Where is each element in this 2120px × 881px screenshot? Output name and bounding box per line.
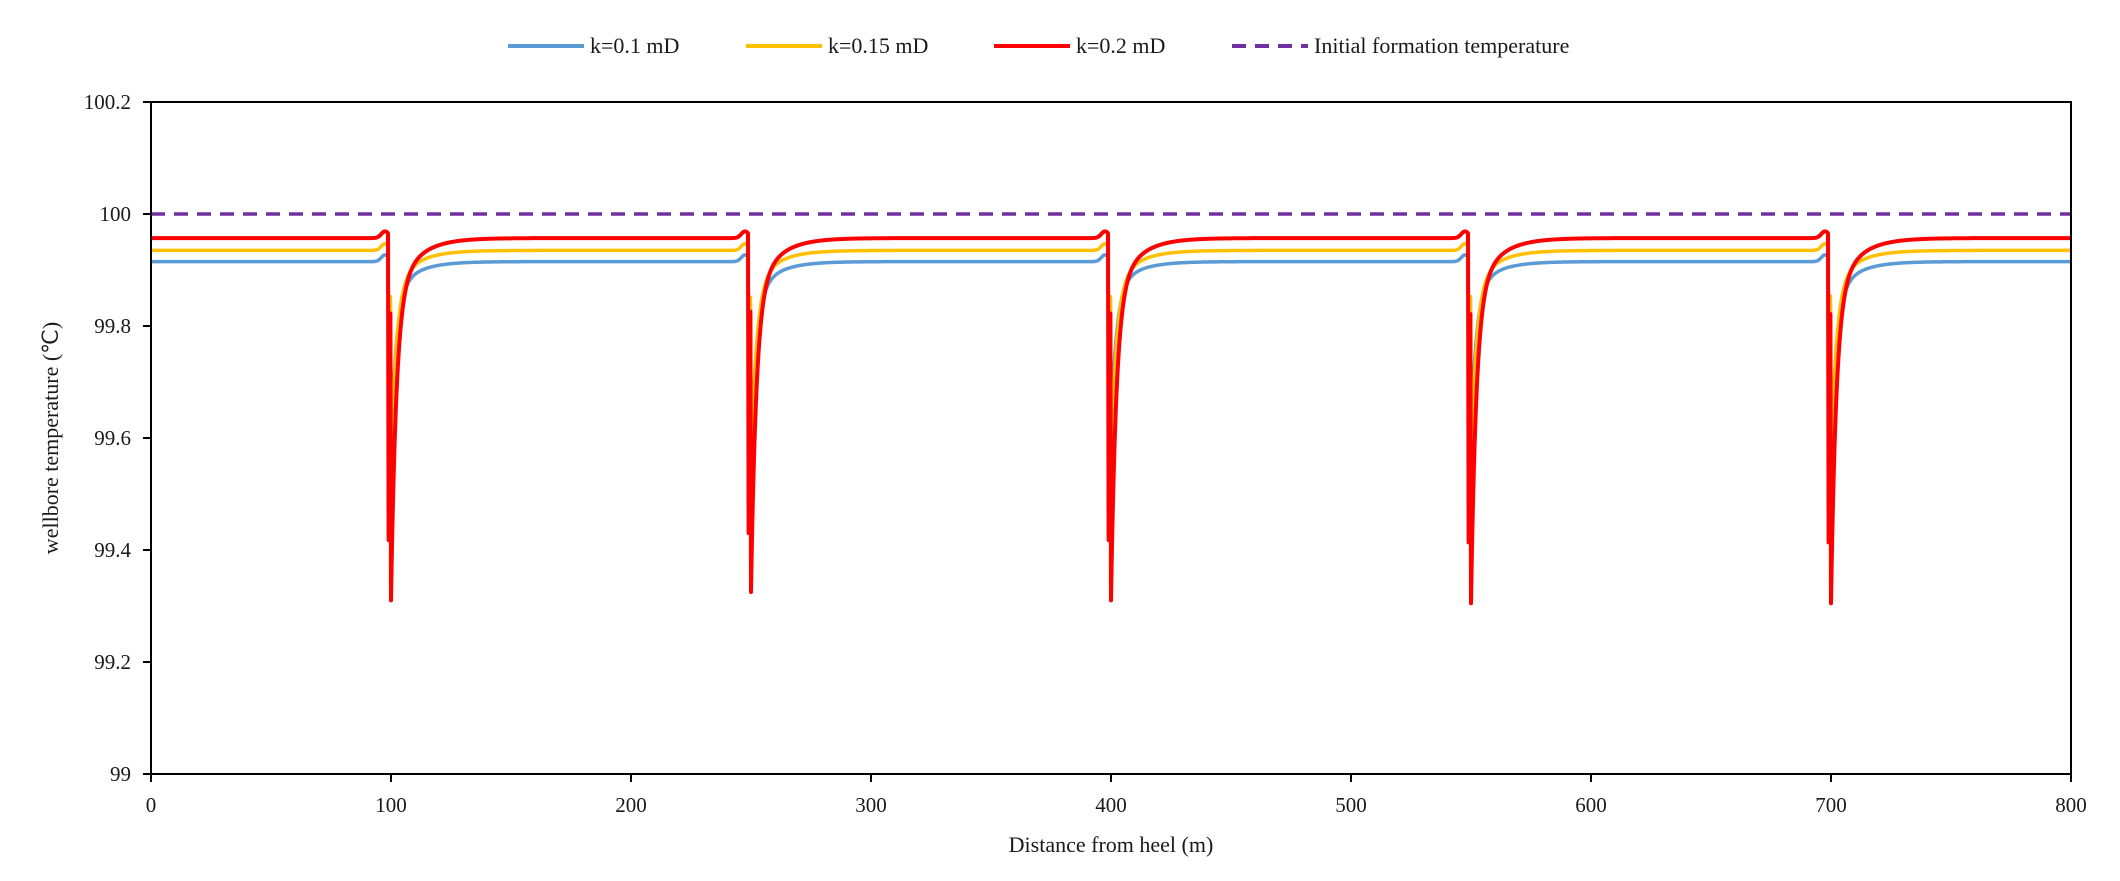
x-tick-label: 100	[375, 793, 407, 817]
y-tick-label: 99.2	[94, 650, 131, 674]
legend-label-k-0-15: k=0.15 mD	[828, 33, 928, 58]
x-axis-title: Distance from heel (m)	[1009, 832, 1214, 857]
y-tick-label: 99.6	[94, 426, 131, 450]
x-tick-label: 800	[2055, 793, 2087, 817]
x-tick-label: 500	[1335, 793, 1367, 817]
y-axis-ticks: 99 99.2 99.4 99.6 99.8 100 100.2	[84, 90, 151, 786]
y-tick-label: 99.8	[94, 314, 131, 338]
legend: k=0.1 mD k=0.15 mD k=0.2 mD Initial form…	[508, 33, 1569, 58]
y-tick-label: 100.2	[84, 90, 131, 114]
x-tick-label: 0	[146, 793, 157, 817]
y-axis-title: wellbore temperature (℃)	[38, 322, 63, 554]
x-axis-ticks: 0 100 200 300 400 500 600 700 800	[146, 774, 2087, 817]
x-tick-label: 700	[1815, 793, 1847, 817]
legend-label-k-0-1: k=0.1 mD	[590, 33, 679, 58]
y-tick-label: 100	[100, 202, 132, 226]
plot-area	[150, 101, 2072, 775]
legend-label-initial-temp: Initial formation temperature	[1314, 33, 1569, 58]
legend-label-k-0-2: k=0.2 mD	[1076, 33, 1165, 58]
x-tick-label: 200	[615, 793, 647, 817]
x-tick-label: 600	[1575, 793, 1607, 817]
series-layer	[151, 212, 2071, 606]
y-tick-label: 99	[110, 762, 131, 786]
x-tick-label: 300	[855, 793, 887, 817]
series-line-3	[151, 229, 2071, 606]
y-tick-label: 99.4	[94, 538, 131, 562]
x-tick-label: 400	[1095, 793, 1127, 817]
